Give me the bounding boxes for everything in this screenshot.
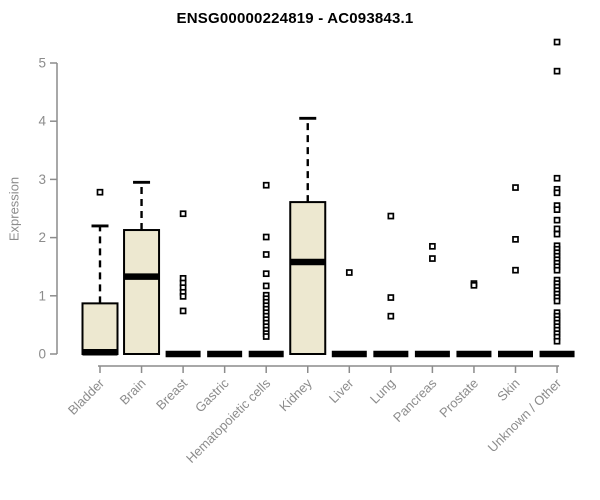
- outlier-point: [512, 266, 519, 274]
- x-tick-label: Prostate: [436, 376, 481, 421]
- x-tick-label: Unknown / Other: [485, 375, 565, 455]
- x-tick-label: Bladder: [65, 375, 108, 418]
- outlier-point: [96, 188, 104, 196]
- outlier-point: [387, 212, 395, 220]
- outlier-point: [553, 337, 561, 345]
- outlier-point: [345, 269, 353, 276]
- outlier-point: [512, 184, 519, 191]
- outlier-point: [262, 181, 270, 189]
- outlier-point: [553, 266, 561, 274]
- outlier-point: [179, 210, 187, 218]
- outlier-point: [553, 297, 561, 305]
- x-tick-label: Lung: [367, 376, 398, 407]
- x-tick-label: Breast: [153, 375, 190, 412]
- outlier-point: [387, 294, 395, 301]
- x-tick-label: Pancreas: [390, 375, 440, 425]
- outlier-point: [262, 233, 270, 241]
- outlier-point: [429, 242, 436, 250]
- chart-title: ENSG00000224819 - AC093843.1: [176, 10, 414, 27]
- outlier-point: [179, 293, 187, 300]
- y-tick-label: 2: [38, 230, 46, 245]
- boxplot-skin: [498, 184, 533, 358]
- y-tick-label: 3: [38, 172, 46, 187]
- outlier-point: [553, 206, 561, 214]
- boxplot-breast: [165, 210, 201, 358]
- x-tick-label: Gastric: [192, 375, 232, 415]
- outlier-point: [262, 282, 270, 290]
- outlier-point: [512, 235, 519, 243]
- boxplot-unknown-other: [539, 38, 575, 358]
- outlier-point: [553, 67, 561, 75]
- boxplot-brain: [123, 180, 161, 355]
- boxplot-bladder: [81, 188, 119, 356]
- y-axis: 0 1 2 3 4 5: [38, 56, 58, 362]
- boxplot-kidney: [289, 116, 327, 355]
- outlier-point: [553, 38, 561, 46]
- outlier-point: [262, 251, 270, 258]
- boxplot-liver: [331, 269, 367, 358]
- outlier-point: [470, 281, 478, 289]
- box: [289, 201, 327, 355]
- x-tick-label: Kidney: [276, 375, 315, 414]
- y-tick-label: 5: [38, 56, 46, 71]
- outlier-point: [262, 270, 270, 278]
- outlier-point: [553, 225, 561, 233]
- boxplot-lung: [373, 212, 409, 358]
- outlier-point: [179, 307, 187, 315]
- boxplot-hematopoietic-cells: [248, 181, 284, 358]
- outlier-point: [262, 333, 270, 340]
- box: [81, 302, 119, 355]
- boxplot-pancreas: [414, 242, 450, 358]
- y-tick-label: 1: [38, 288, 46, 303]
- outlier-point: [429, 255, 436, 262]
- x-tick-label: Liver: [326, 375, 357, 406]
- outlier-point: [553, 216, 561, 224]
- outlier-point: [387, 312, 395, 320]
- outlier-point: [553, 189, 561, 197]
- x-tick-label: Skin: [494, 376, 522, 404]
- y-tick-label: 0: [38, 347, 46, 362]
- outlier-point: [553, 174, 561, 182]
- outlier-point: [553, 230, 561, 238]
- box: [123, 229, 161, 355]
- x-tick-label: Brain: [117, 376, 149, 408]
- y-tick-label: 4: [38, 114, 46, 129]
- boxplot-prostate: [456, 280, 492, 358]
